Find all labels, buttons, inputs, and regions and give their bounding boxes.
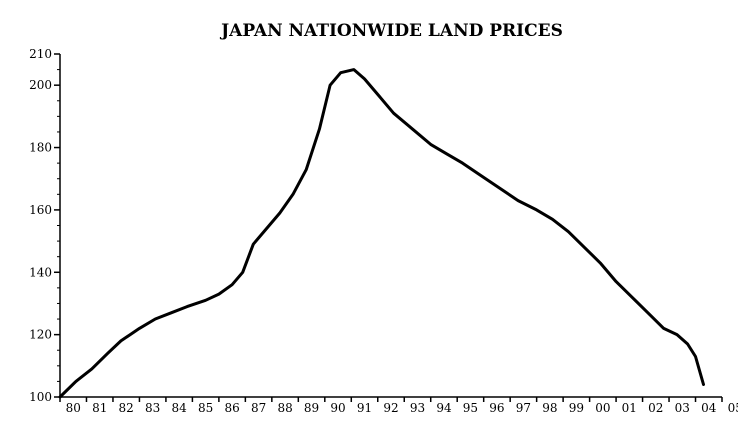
x-tick-label: 84 bbox=[172, 401, 188, 415]
y-tick-label: 160 bbox=[29, 203, 52, 217]
y-tick-label: 210 bbox=[29, 47, 52, 61]
x-tick-label: 96 bbox=[489, 401, 504, 415]
x-tick-label: 00 bbox=[595, 401, 610, 415]
x-tick-label: 03 bbox=[675, 401, 690, 415]
x-tick-label: 81 bbox=[92, 401, 107, 415]
series-line-land-prices bbox=[58, 68, 705, 399]
x-tick-label: 04 bbox=[701, 401, 717, 415]
x-tick-label: 80 bbox=[66, 401, 81, 415]
y-tick-label: 200 bbox=[29, 78, 52, 92]
y-tick-label: 140 bbox=[29, 265, 52, 279]
x-tick-label: 02 bbox=[648, 401, 663, 415]
x-tick-label: 99 bbox=[569, 401, 584, 415]
x-tick-label: 89 bbox=[304, 401, 319, 415]
x-tick-label: 91 bbox=[357, 401, 372, 415]
x-tick-label: 92 bbox=[383, 401, 398, 415]
y-tick-label: 120 bbox=[29, 328, 52, 342]
x-tick-label: 82 bbox=[119, 401, 134, 415]
y-tick-label: 180 bbox=[29, 141, 52, 155]
x-tick-label: 98 bbox=[542, 401, 557, 415]
x-axis-ticks: 80 81 82 83 84 85 86 87 88 89 90 91 92 93 94 95 96 97 98 99… bbox=[59, 397, 738, 415]
x-tick-label: 85 bbox=[198, 401, 213, 415]
x-tick-label: 93 bbox=[410, 401, 425, 415]
x-tick-label: 86 bbox=[224, 401, 239, 415]
x-tick-label: 90 bbox=[330, 401, 345, 415]
y-axis-ticks: 100 120 140 160 180 200 210 bbox=[29, 47, 60, 404]
x-tick-label: 88 bbox=[277, 401, 292, 415]
x-tick-label: 83 bbox=[145, 401, 160, 415]
x-tick-label: 01 bbox=[622, 401, 637, 415]
x-tick-label: 94 bbox=[436, 401, 452, 415]
y-tick-label: 100 bbox=[29, 390, 52, 404]
x-tick-label: 95 bbox=[463, 401, 478, 415]
x-tick-label: 05 bbox=[728, 401, 738, 415]
x-tick-label: 97 bbox=[516, 401, 531, 415]
chart-title: JAPAN NATIONWIDE LAND PRICES bbox=[219, 21, 563, 41]
x-tick-label: 87 bbox=[251, 401, 266, 415]
